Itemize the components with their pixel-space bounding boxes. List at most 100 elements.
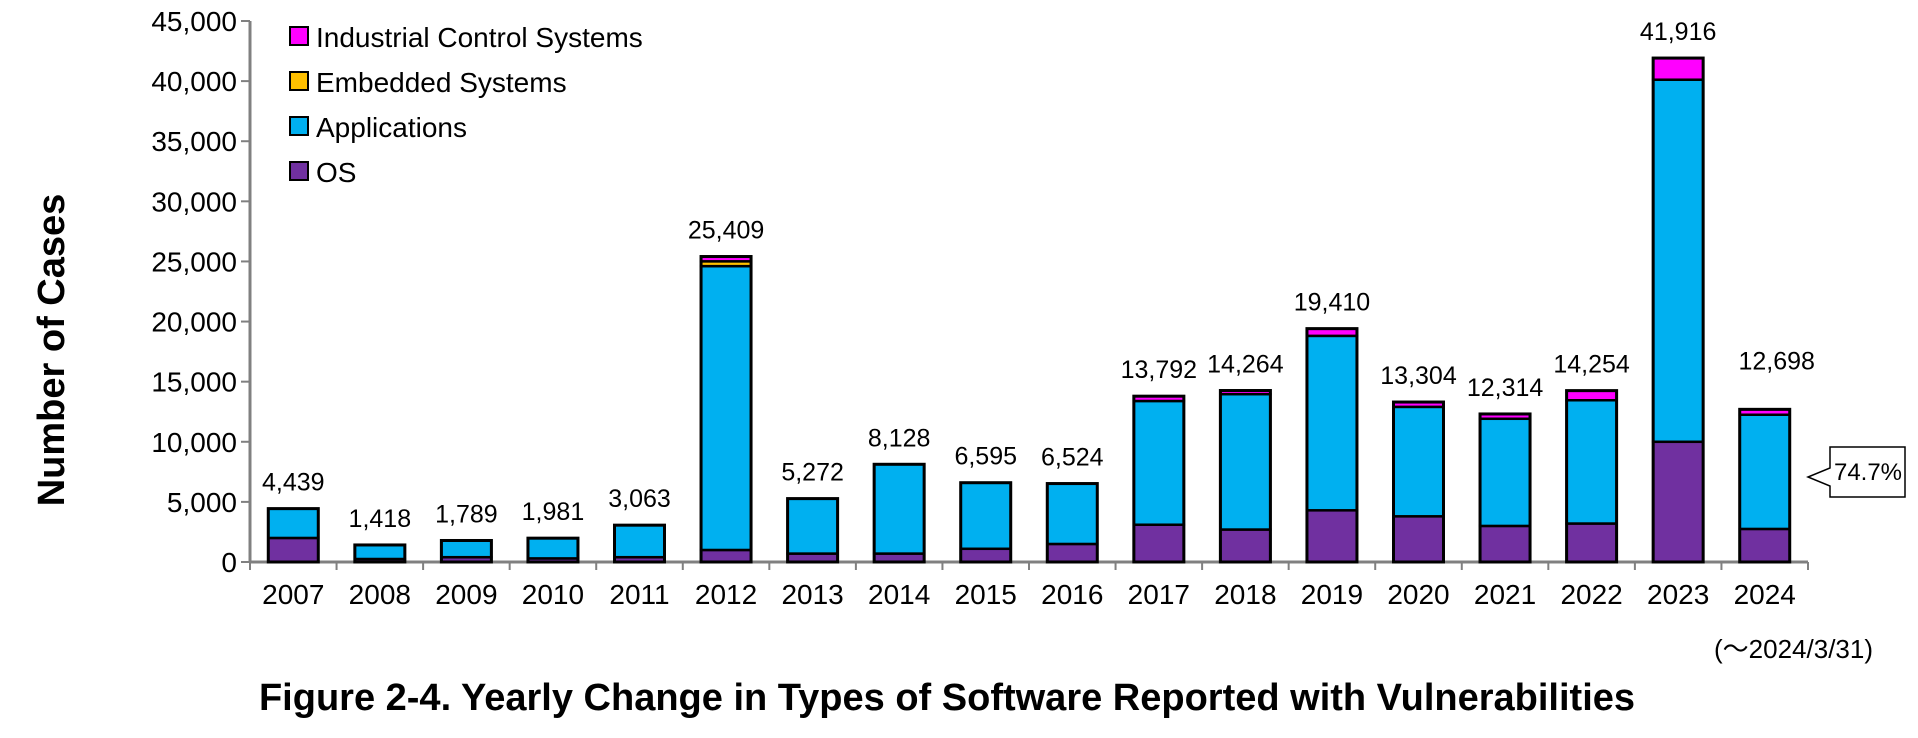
bar-industrial-control-systems bbox=[1651, 56, 1705, 81]
x-tick-label: 2007 bbox=[262, 579, 324, 610]
bar-outline bbox=[526, 536, 580, 564]
percentage-callout: 74.7% bbox=[1806, 446, 1906, 498]
bar-os bbox=[1738, 527, 1791, 564]
bar-os bbox=[1132, 523, 1186, 564]
bar-outline bbox=[613, 523, 666, 564]
y-tick-label: 30,000 bbox=[151, 186, 237, 217]
bar-os bbox=[1219, 528, 1272, 564]
bar-os bbox=[267, 536, 320, 564]
x-tick-label: 2022 bbox=[1560, 579, 1622, 610]
figure-caption: Figure 2-4. Yearly Change in Types of So… bbox=[259, 677, 1635, 719]
total-label: 6,595 bbox=[954, 443, 1017, 471]
bar-outline bbox=[1478, 412, 1532, 564]
bar-stack-2013 bbox=[786, 497, 840, 564]
total-label: 25,409 bbox=[688, 217, 764, 245]
bar-applications bbox=[353, 543, 407, 561]
bar-stack-2021 bbox=[1478, 412, 1532, 564]
x-tick-label: 2018 bbox=[1214, 579, 1276, 610]
bar-outline bbox=[439, 538, 493, 564]
bar-applications bbox=[440, 539, 493, 559]
bar-stack-2023 bbox=[1651, 56, 1705, 564]
x-tick-label: 2008 bbox=[349, 579, 411, 610]
legend-label-os: OS bbox=[316, 157, 356, 188]
x-tick-label: 2012 bbox=[695, 579, 757, 610]
total-label: 13,304 bbox=[1380, 362, 1457, 390]
bar-applications bbox=[1046, 482, 1099, 546]
bar-applications bbox=[267, 507, 320, 540]
x-tick-label: 2020 bbox=[1387, 579, 1449, 610]
bar-outline bbox=[959, 481, 1013, 564]
axes: 0 5,000 10,000 15,000 20,000 25,000 30,000 35,0… bbox=[151, 6, 1809, 610]
bar-outline bbox=[1305, 327, 1359, 564]
total-label: 4,439 bbox=[262, 469, 325, 497]
bar-stack-2010 bbox=[526, 536, 580, 564]
bar-outline bbox=[1738, 407, 1792, 564]
bar-stack-2014 bbox=[872, 462, 926, 564]
bar-os bbox=[1392, 515, 1445, 564]
total-label: 14,254 bbox=[1553, 351, 1630, 379]
bar-stack-2009 bbox=[439, 538, 493, 564]
legend-swatch-applications bbox=[289, 116, 309, 136]
bar-applications bbox=[1132, 399, 1186, 526]
y-tick-label: 0 bbox=[221, 547, 237, 578]
x-tick-label: 2019 bbox=[1301, 579, 1363, 610]
y-tick-label: 25,000 bbox=[151, 246, 237, 277]
bar-outline bbox=[1565, 389, 1619, 564]
date-note: (～2024/3/31) bbox=[1714, 634, 1873, 664]
bar-os bbox=[1305, 509, 1359, 564]
bar-stack-2017 bbox=[1132, 394, 1186, 564]
legend-label-embedded-systems: Embedded Systems bbox=[316, 67, 567, 98]
total-label: 19,410 bbox=[1294, 289, 1370, 317]
total-label: 14,264 bbox=[1207, 351, 1284, 379]
bar-applications bbox=[1478, 417, 1532, 528]
legend-label-industrial-control-systems: Industrial Control Systems bbox=[316, 22, 643, 53]
bar-stack-2011 bbox=[613, 523, 666, 564]
bar-applications bbox=[699, 264, 753, 552]
bar-os bbox=[959, 547, 1012, 564]
bars bbox=[266, 56, 1792, 564]
y-tick-label: 40,000 bbox=[151, 66, 237, 97]
x-tick-label: 2013 bbox=[781, 579, 843, 610]
bar-outline bbox=[266, 507, 320, 564]
bar-os bbox=[1651, 440, 1705, 564]
bar-applications bbox=[872, 463, 926, 555]
bar-os bbox=[1046, 542, 1099, 564]
bar-applications bbox=[526, 536, 580, 560]
total-label: 1,789 bbox=[435, 500, 498, 528]
total-label: 12,314 bbox=[1467, 374, 1544, 402]
x-tick-label: 2014 bbox=[868, 579, 930, 610]
x-tick-label: 2024 bbox=[1734, 579, 1796, 610]
total-label: 13,792 bbox=[1121, 356, 1197, 384]
x-tick-label: 2009 bbox=[435, 579, 497, 610]
bar-stack-2018 bbox=[1218, 389, 1272, 564]
bar-applications bbox=[1305, 334, 1359, 512]
legend-swatch-industrial-control-systems bbox=[289, 26, 309, 46]
bar-stack-2020 bbox=[1392, 400, 1445, 564]
bar-os bbox=[1478, 524, 1532, 564]
y-tick-label: 35,000 bbox=[151, 126, 237, 157]
y-tick-label: 10,000 bbox=[151, 427, 237, 458]
bar-stack-2007 bbox=[266, 507, 320, 564]
bar-stack-2015 bbox=[959, 481, 1013, 564]
bar-stack-2019 bbox=[1305, 327, 1359, 564]
bar-os bbox=[699, 548, 753, 564]
legend: Industrial Control Systems Embedded Syste… bbox=[289, 22, 643, 188]
x-tick-label: 2021 bbox=[1474, 579, 1536, 610]
bar-stack-2008 bbox=[353, 543, 407, 564]
total-label: 6,524 bbox=[1041, 444, 1104, 472]
bar-outline bbox=[786, 497, 840, 564]
bar-outline bbox=[872, 462, 926, 564]
bar-applications bbox=[786, 497, 839, 555]
legend-label-applications: Applications bbox=[316, 112, 467, 143]
bar-outline bbox=[1651, 56, 1705, 564]
y-tick-label: 20,000 bbox=[151, 307, 237, 338]
bar-applications bbox=[1565, 399, 1618, 525]
total-label: 3,063 bbox=[608, 485, 671, 513]
bar-outline bbox=[1392, 400, 1445, 564]
bar-applications bbox=[1651, 78, 1705, 444]
bar-outline bbox=[1218, 389, 1272, 564]
total-label: 1,418 bbox=[349, 505, 412, 533]
total-label: 12,698 bbox=[1738, 347, 1814, 375]
bar-applications bbox=[613, 523, 666, 559]
